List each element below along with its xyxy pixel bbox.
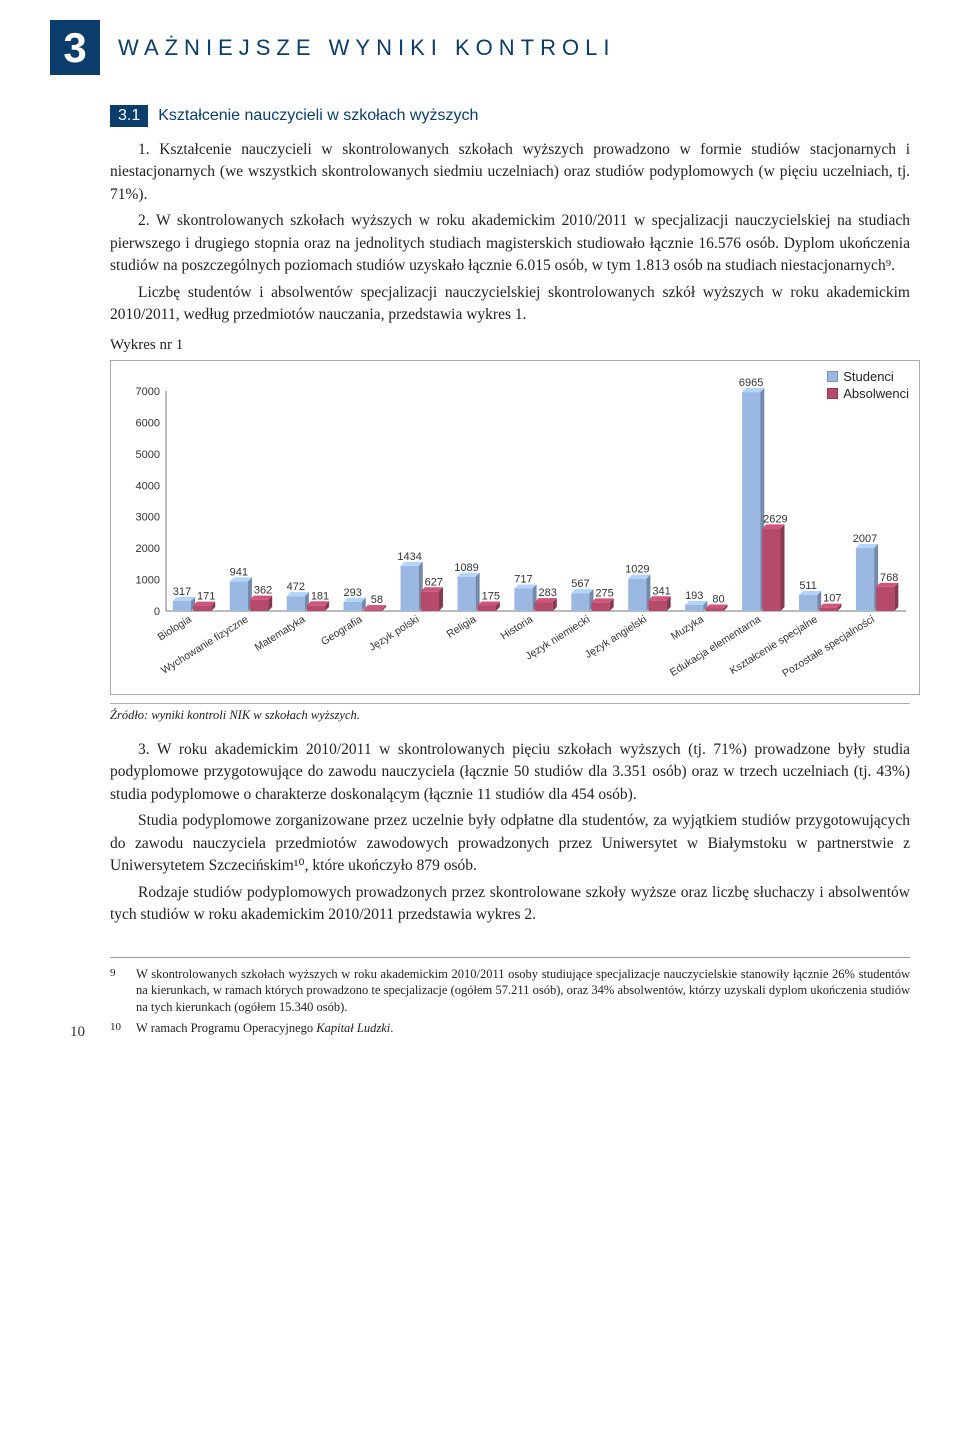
paragraph-6: Rodzaje studiów podyplomowych prowadzony… xyxy=(110,882,910,927)
footnote-10-text: W ramach Programu Operacyjnego Kapitał L… xyxy=(136,1020,393,1037)
svg-text:Pozostałe specjalności: Pozostałe specjalności xyxy=(780,613,876,679)
header-title: WAŻNIEJSZE WYNIKI KONTROLI xyxy=(118,35,615,61)
svg-text:283: 283 xyxy=(539,587,557,599)
svg-text:181: 181 xyxy=(311,590,329,602)
svg-text:1434: 1434 xyxy=(397,551,421,563)
svg-text:193: 193 xyxy=(685,590,703,602)
svg-text:Język polski: Język polski xyxy=(367,613,421,653)
legend-item-absolwenci: Absolwenci xyxy=(827,386,909,401)
svg-text:Muzyka: Muzyka xyxy=(669,613,706,642)
body-block-2: 3. W roku akademickim 2010/2011 w skontr… xyxy=(110,739,910,927)
section-title: Kształcenie nauczycieli w szkołach wyższ… xyxy=(158,107,478,125)
chart-1: 0 1000 2000 3000 4000 5000 6000 7000 317 171Biolo… xyxy=(110,360,920,695)
svg-text:362: 362 xyxy=(254,584,272,596)
paragraph-5: Studia podyplomowe zorganizowane przez u… xyxy=(110,810,910,877)
footnote-10: 10 W ramach Programu Operacyjnego Kapita… xyxy=(110,1020,910,1037)
paragraph-1: 1. Kształcenie nauczycieli w skontrolowa… xyxy=(110,139,910,206)
paragraph-4: 3. W roku akademickim 2010/2011 w skontr… xyxy=(110,739,910,806)
svg-text:1089: 1089 xyxy=(454,562,478,574)
svg-text:3000: 3000 xyxy=(136,511,160,523)
footnote-9: 9 W skontrolowanych szkołach wyższych w … xyxy=(110,966,910,1017)
svg-text:1000: 1000 xyxy=(136,574,160,586)
svg-text:2000: 2000 xyxy=(136,543,160,555)
footnote-10-num: 10 xyxy=(110,1020,126,1037)
body-block-1: 1. Kształcenie nauczycieli w skontrolowa… xyxy=(110,139,910,327)
svg-text:293: 293 xyxy=(344,587,362,599)
svg-text:0: 0 xyxy=(154,606,160,618)
svg-text:317: 317 xyxy=(173,586,191,598)
svg-text:5000: 5000 xyxy=(136,449,160,461)
paragraph-2: 2. W skontrolowanych szkołach wyższych w… xyxy=(110,210,910,277)
chart-source: Źródło: wyniki kontroli NIK w szkołach w… xyxy=(110,703,910,723)
chart-svg: 0 1000 2000 3000 4000 5000 6000 7000 317 171Biolo… xyxy=(121,371,911,686)
svg-text:567: 567 xyxy=(571,578,589,590)
svg-text:6000: 6000 xyxy=(136,417,160,429)
svg-text:58: 58 xyxy=(371,594,383,606)
footnotes: 9 W skontrolowanych szkołach wyższych w … xyxy=(110,957,910,1038)
legend-swatch-studenci xyxy=(827,371,838,382)
svg-text:717: 717 xyxy=(514,573,532,585)
section-badge: 3.1 xyxy=(110,105,148,127)
chart-legend: Studenci Absolwenci xyxy=(827,369,909,403)
svg-text:2007: 2007 xyxy=(853,533,877,545)
svg-text:80: 80 xyxy=(712,593,724,605)
page-number: 10 xyxy=(70,1022,85,1042)
svg-text:Język angielski: Język angielski xyxy=(583,613,649,661)
svg-text:2629: 2629 xyxy=(763,513,787,525)
svg-text:7000: 7000 xyxy=(136,386,160,398)
svg-text:472: 472 xyxy=(287,581,305,593)
legend-label-studenci: Studenci xyxy=(843,369,894,384)
svg-text:1029: 1029 xyxy=(625,563,649,575)
svg-text:175: 175 xyxy=(482,590,500,602)
svg-text:Religia: Religia xyxy=(445,613,479,640)
svg-text:511: 511 xyxy=(799,580,817,592)
svg-text:Historia: Historia xyxy=(499,613,536,642)
svg-text:627: 627 xyxy=(425,576,443,588)
chart-label: Wykres nr 1 xyxy=(110,337,910,354)
svg-text:4000: 4000 xyxy=(136,480,160,492)
svg-text:171: 171 xyxy=(197,590,215,602)
footnote-9-text: W skontrolowanych szkołach wyższych w ro… xyxy=(136,966,910,1017)
legend-item-studenci: Studenci xyxy=(827,369,909,384)
section-header: 3.1 Kształcenie nauczycieli w szkołach w… xyxy=(110,105,910,127)
svg-text:Biologia: Biologia xyxy=(156,613,194,643)
svg-text:6965: 6965 xyxy=(739,377,763,389)
legend-swatch-absolwenci xyxy=(827,388,838,399)
svg-text:107: 107 xyxy=(823,592,841,604)
svg-text:Język niemiecki: Język niemiecki xyxy=(523,613,592,662)
svg-text:768: 768 xyxy=(880,572,898,584)
svg-text:941: 941 xyxy=(230,566,248,578)
legend-label-absolwenci: Absolwenci xyxy=(843,386,909,401)
svg-text:Geografia: Geografia xyxy=(319,613,365,648)
svg-text:Matematyka: Matematyka xyxy=(253,613,308,654)
paragraph-3: Liczbę studentów i absolwentów specjaliz… xyxy=(110,282,910,327)
footnote-9-num: 9 xyxy=(110,966,126,1017)
header-badge: 3 xyxy=(50,20,100,75)
svg-text:341: 341 xyxy=(652,585,670,597)
svg-text:275: 275 xyxy=(595,587,613,599)
page-header: 3 WAŻNIEJSZE WYNIKI KONTROLI xyxy=(50,20,910,75)
